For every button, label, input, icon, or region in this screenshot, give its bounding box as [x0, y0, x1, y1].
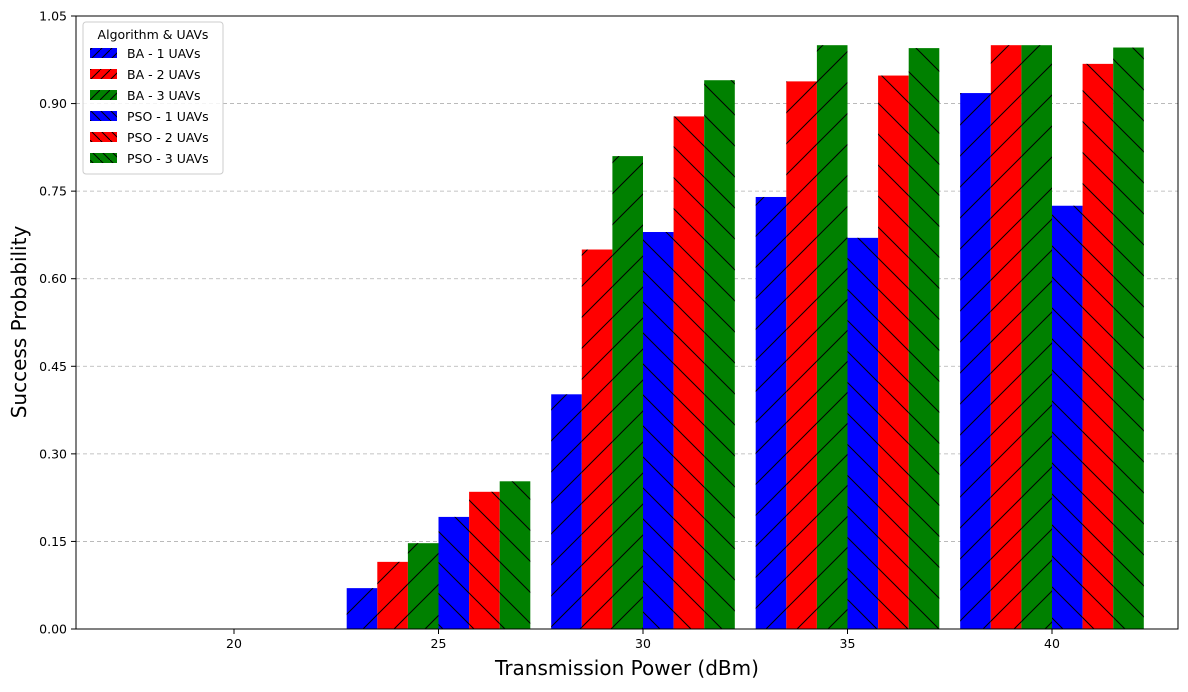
x-tick-label: 20: [226, 636, 242, 651]
bar-hatch: [786, 81, 817, 630]
legend-swatch-hatch: [90, 153, 117, 163]
bar-hatch: [755, 196, 787, 629]
legend-label: BA - 1 UAVs: [127, 46, 200, 61]
bar-hatch: [673, 116, 705, 630]
legend-swatch-hatch: [90, 111, 117, 121]
bar-hatch: [960, 93, 991, 629]
bar-hatch: [847, 237, 879, 629]
y-tick-label: 0.75: [39, 184, 67, 199]
legend-swatch-hatch: [90, 90, 117, 100]
bar-hatch: [346, 588, 378, 629]
legend-label: PSO - 1 UAVs: [127, 109, 209, 124]
bar-hatch: [612, 156, 643, 629]
legend-label: BA - 2 UAVs: [127, 67, 200, 82]
y-axis-title: Success Probability: [7, 226, 31, 419]
bar-hatch: [908, 48, 940, 630]
x-tick-label: 35: [840, 636, 856, 651]
x-tick-label: 40: [1044, 636, 1060, 651]
legend-title: Algorithm & UAVs: [98, 27, 209, 42]
x-tick-label: 25: [431, 636, 447, 651]
x-axis-title: Transmission Power (dBm): [494, 656, 759, 680]
legend-label: PSO - 2 UAVs: [127, 130, 209, 145]
bar-hatch: [1052, 205, 1083, 629]
y-tick-label: 0.00: [39, 622, 67, 637]
legend-swatch-hatch: [90, 132, 117, 142]
bar-hatch: [377, 561, 408, 629]
legend-swatch-hatch: [90, 69, 117, 79]
bars-layer: [346, 45, 1144, 630]
bar-hatch: [551, 394, 582, 629]
y-tick-label: 1.05: [39, 9, 67, 24]
bar-hatch: [704, 80, 735, 629]
bar-hatch: [816, 45, 848, 629]
bar-hatch: [499, 481, 531, 629]
y-tick-label: 0.60: [39, 271, 67, 286]
y-tick-label: 0.45: [39, 359, 67, 374]
x-tick-label: 30: [635, 636, 651, 651]
legend-box: [82, 21, 224, 175]
legend-label: BA - 3 UAVs: [127, 88, 200, 103]
bar-hatch: [1021, 45, 1052, 629]
y-tick-label: 0.30: [39, 446, 67, 461]
bar-hatch: [438, 516, 470, 629]
bar-hatch: [407, 543, 439, 629]
bar-hatch: [469, 491, 500, 629]
bar-hatch: [990, 45, 1022, 629]
legend-swatch-hatch: [90, 48, 117, 58]
bar-hatch: [643, 232, 674, 629]
y-tick-label: 0.90: [39, 96, 67, 111]
bar-hatch: [581, 249, 613, 629]
plot-frame: [75, 15, 1179, 630]
bar-hatch: [1082, 63, 1114, 630]
legend-label: PSO - 3 UAVs: [127, 151, 209, 166]
legend-entries: BA - 1 UAVs BA - 2 UAVs BA - 3 UAVs PSO - 1…: [90, 46, 209, 166]
bar-hatch: [878, 75, 909, 629]
ticks-layer: 0.00 0.15 0.30 0.45 0.60 0.75 0.90 1.05 20 25 30 35…: [39, 9, 1060, 652]
bar-hatch: [1113, 47, 1144, 630]
y-tick-label: 0.15: [39, 534, 67, 549]
